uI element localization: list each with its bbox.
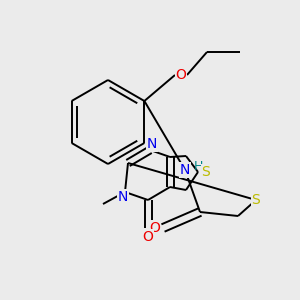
Text: S: S (252, 193, 260, 207)
Text: N: N (180, 163, 190, 177)
Text: O: O (176, 68, 186, 82)
Text: N: N (118, 190, 128, 204)
Text: H: H (193, 160, 203, 172)
Text: O: O (142, 230, 153, 244)
Text: S: S (202, 165, 210, 179)
Text: O: O (150, 221, 160, 235)
Text: N: N (147, 137, 157, 151)
